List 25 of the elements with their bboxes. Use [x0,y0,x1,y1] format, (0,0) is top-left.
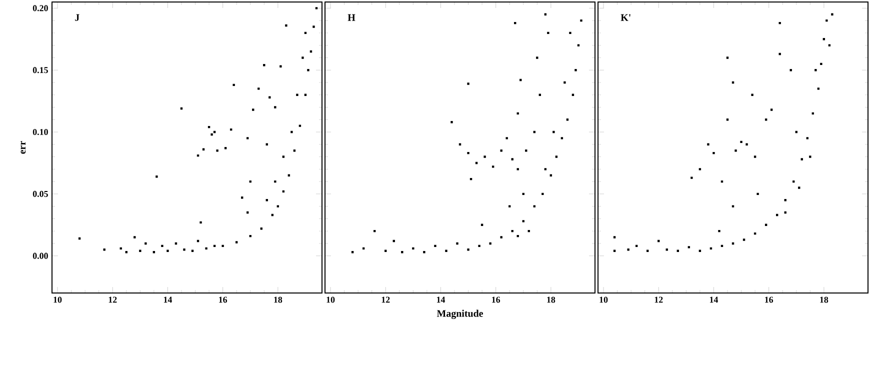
y-tick-label: 0.05 [32,190,48,197]
y-axis-title: err [20,141,26,154]
x-tick-label: 14 [164,296,172,303]
y-tick-label: 0.15 [32,67,48,74]
x-tick-label: 10 [600,296,608,303]
y-tick-label: 0.10 [32,128,48,136]
x-tick-label: 16 [492,296,500,303]
x-axis-title: Magnitude [436,310,483,319]
text: K' [620,14,630,21]
x-tick-label: 12 [108,296,117,303]
x-tick-label: 14 [436,296,446,303]
text: H [348,14,356,21]
x-tick-label: 16 [219,296,228,303]
x-tick-label: 14 [710,296,718,303]
x-tick-label: 12 [382,296,390,303]
x-tick-label: 10 [326,296,335,303]
x-tick-label: 18 [820,296,828,303]
text: J [75,14,80,21]
x-tick-label: 18 [274,296,282,303]
x-tick-label: 16 [765,296,774,303]
x-tick-label: 12 [654,296,663,303]
x-tick-label: 18 [547,296,556,303]
y-tick-label: 0.20 [32,5,48,12]
y-tick-label: 0.00 [32,252,48,259]
x-tick-label: 10 [54,296,62,303]
